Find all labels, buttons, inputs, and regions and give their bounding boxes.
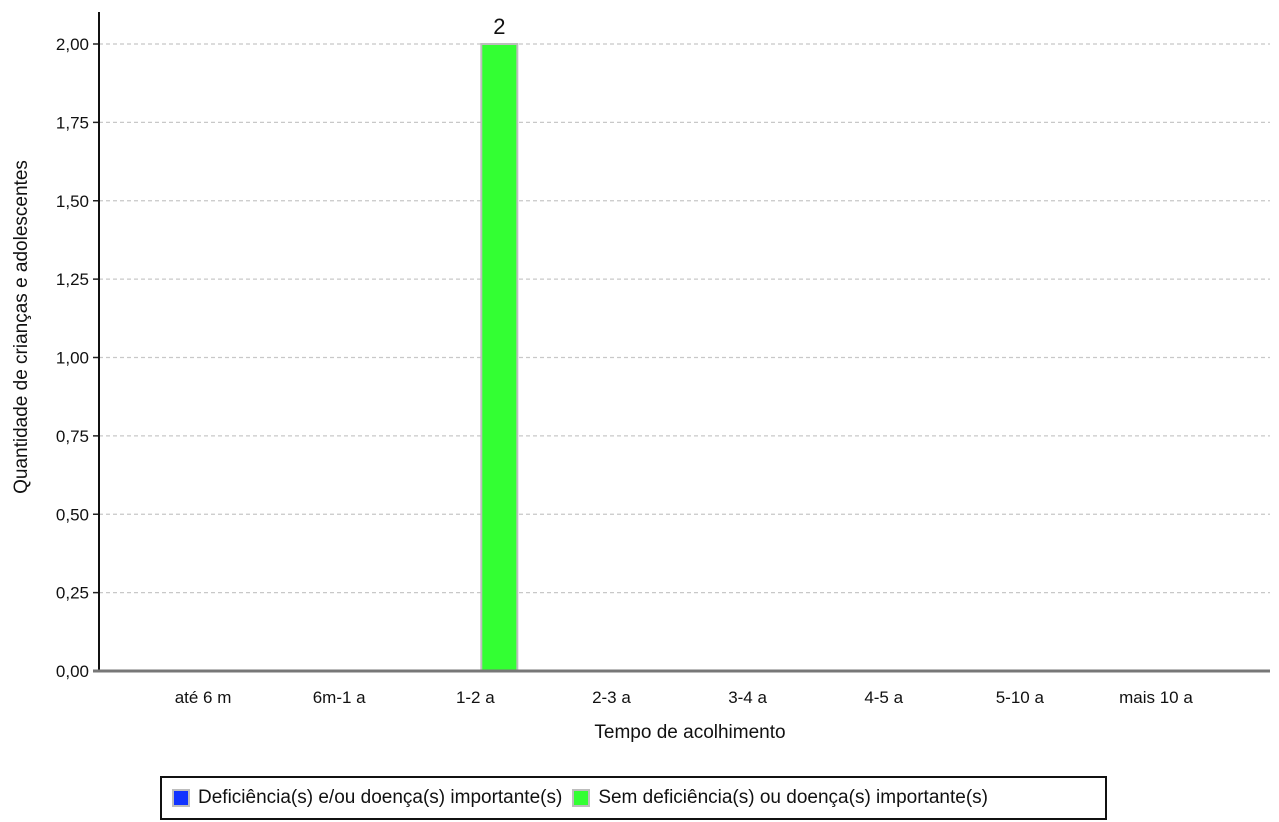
y-tick-label: 1,75	[56, 113, 89, 132]
y-tick-label: 0,75	[56, 427, 89, 446]
x-axis-title: Tempo de acolhimento	[594, 722, 785, 743]
x-tick-label: 6m-1 a	[313, 688, 366, 707]
y-tick-label: 1,50	[56, 192, 89, 211]
legend-label-deficiencia: Deficiência(s) e/ou doença(s) importante…	[198, 787, 563, 808]
y-tick-label: 1,00	[56, 349, 89, 368]
bar-sem-deficiencia-2	[480, 43, 519, 672]
data-labels: 2	[493, 14, 505, 39]
x-tick-label: 1-2 a	[456, 688, 495, 707]
data-label: 2	[493, 14, 505, 39]
legend: Deficiência(s) e/ou doença(s) importante…	[160, 776, 1107, 820]
y-tick-label: 0,50	[56, 505, 89, 524]
y-tick-label: 0,00	[56, 662, 89, 681]
x-tick-labels: até 6 m 6m-1 a 1-2 a 2-3 a 3-4 a 4-5 a 5-10 a m…	[175, 688, 1194, 707]
x-tick-label: 3-4 a	[728, 688, 767, 707]
x-tick-label: mais 10 a	[1119, 688, 1193, 707]
bars	[480, 43, 519, 672]
x-tick-label: até 6 m	[175, 688, 232, 707]
axes	[93, 12, 1270, 673]
y-tick-label: 1,25	[56, 270, 89, 289]
legend-swatch-sem-deficiencia	[572, 789, 591, 807]
legend-swatch-deficiencia	[172, 789, 190, 807]
y-tick-labels: 0,00 0,25 0,50 0,75 1,00 1,25 1,50 1,75 2,00	[56, 35, 89, 681]
legend-item-deficiencia: Deficiência(s) e/ou doença(s) importante…	[172, 787, 562, 809]
x-tick-label: 4-5 a	[864, 688, 903, 707]
legend-label-sem-deficiencia: Sem deficiência(s) ou doença(s) importan…	[598, 787, 988, 808]
y-tick-label: 2,00	[56, 35, 89, 54]
y-tick-label: 0,25	[56, 584, 89, 603]
gridlines	[99, 43, 1270, 594]
x-tick-label: 5-10 a	[996, 688, 1045, 707]
legend-item-sem-deficiencia: Sem deficiência(s) ou doença(s) importan…	[572, 787, 988, 809]
bar-chart: 0,00 0,25 0,50 0,75 1,00 1,25 1,50 1,75 2,00 até…	[11, 12, 1270, 743]
y-axis-title: Quantidade de crianças e adolescentes	[11, 160, 32, 494]
x-tick-label: 2-3 a	[592, 688, 631, 707]
